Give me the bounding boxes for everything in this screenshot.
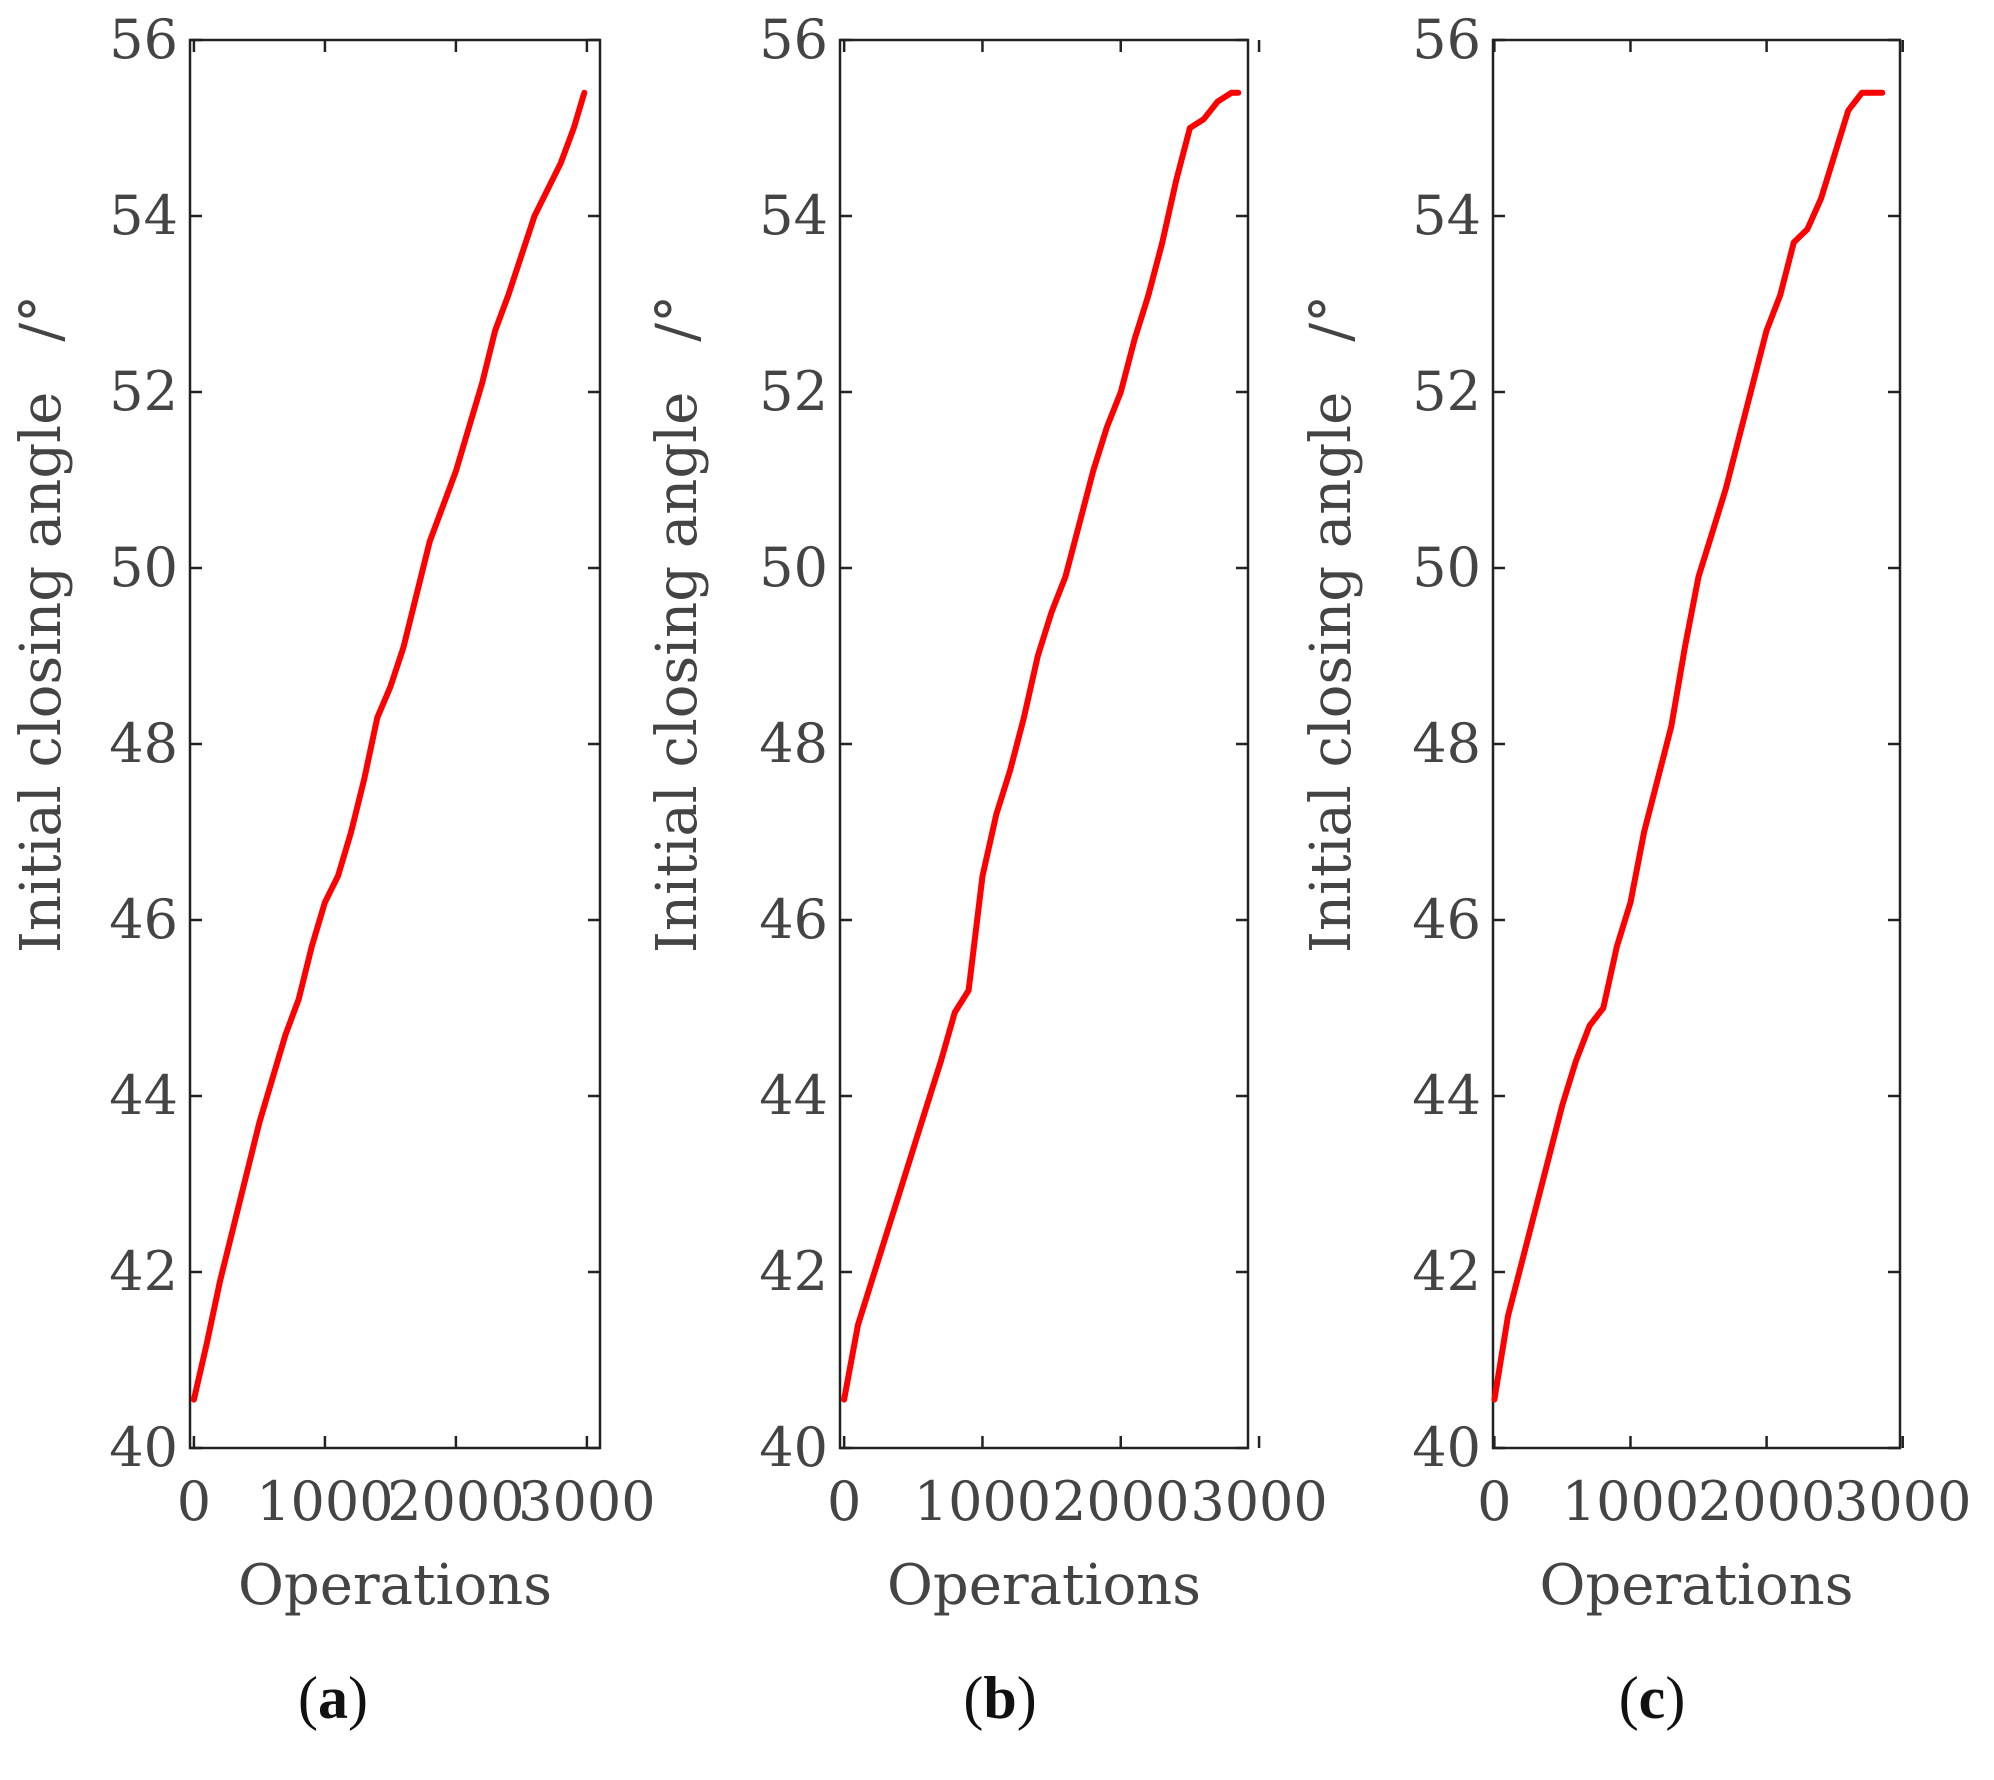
x-axis-label: Operations — [238, 1553, 552, 1618]
panel-label: (a) — [298, 1665, 368, 1731]
x-tick-label: 2000 — [1698, 1470, 1835, 1533]
y-tick-label: 46 — [109, 888, 178, 951]
series-line — [841, 89, 1242, 1403]
y-tick-label: 52 — [1412, 360, 1481, 423]
series-line — [190, 89, 588, 1403]
y-tick-label: 40 — [1412, 1416, 1481, 1479]
x-axis-label: Operations — [1540, 1553, 1854, 1618]
y-axis-label-unit: /° — [1299, 295, 1364, 342]
y-tick-label: 44 — [1412, 1064, 1481, 1127]
y-tick-label: 48 — [759, 712, 828, 775]
y-tick-label: 46 — [1412, 888, 1481, 951]
plot-frame — [188, 38, 602, 1450]
y-tick-label: 50 — [759, 536, 828, 599]
y-tick-label: 56 — [759, 8, 828, 71]
x-tick-label: 3000 — [1834, 1470, 1971, 1533]
y-axis-label-unit: /° — [645, 295, 710, 342]
y-tick-label: 48 — [1412, 712, 1481, 775]
y-axis-label-text: Initial closing angle — [1299, 392, 1364, 953]
y-axis-label: Initial closing angle /° — [9, 295, 74, 953]
x-tick-label: 3000 — [1190, 1470, 1327, 1533]
y-tick-label: 50 — [1412, 536, 1481, 599]
y-axis-label-text: Initial closing angle — [645, 392, 710, 953]
y-axis-label-unit: /° — [9, 295, 74, 342]
x-tick-label: 0 — [1477, 1470, 1511, 1533]
y-tick-label: 52 — [109, 360, 178, 423]
y-tick-label: 42 — [759, 1240, 828, 1303]
y-tick-label: 40 — [759, 1416, 828, 1479]
y-axis-label: Initial closing angle /° — [645, 295, 710, 953]
x-tick-label: 1000 — [914, 1470, 1051, 1533]
y-tick-label: 44 — [759, 1064, 828, 1127]
panel-label: (b) — [963, 1665, 1036, 1731]
y-tick-label: 54 — [1412, 184, 1481, 247]
y-tick-label: 40 — [109, 1416, 178, 1479]
y-tick-label: 42 — [109, 1240, 178, 1303]
y-tick-label: 46 — [759, 888, 828, 951]
y-tick-label: 56 — [1412, 8, 1481, 71]
x-tick-label: 1000 — [256, 1470, 393, 1533]
y-tick-label: 50 — [109, 536, 178, 599]
y-tick-label: 44 — [109, 1064, 178, 1127]
plot-frame — [1491, 38, 1902, 1450]
x-tick-label: 1000 — [1562, 1470, 1699, 1533]
panel-b: 40 42 44 46 48 50 52 54 56 0 1000 2000 3000 Operation… — [645, 8, 1328, 1731]
y-tick-label: 52 — [759, 360, 828, 423]
x-tick-label: 2000 — [1052, 1470, 1189, 1533]
x-tick-label: 3000 — [518, 1470, 655, 1533]
panel-label: (c) — [1619, 1665, 1686, 1731]
y-tick-label: 56 — [109, 8, 178, 71]
y-tick-label: 54 — [109, 184, 178, 247]
x-axis-label: Operations — [887, 1553, 1201, 1618]
y-tick-label: 42 — [1412, 1240, 1481, 1303]
x-tick-label: 2000 — [387, 1470, 524, 1533]
series-line — [1491, 89, 1886, 1403]
y-tick-label: 48 — [109, 712, 178, 775]
x-tick-label: 0 — [827, 1470, 861, 1533]
y-axis-label-text: Initial closing angle — [9, 392, 74, 953]
plot-frame — [838, 38, 1250, 1450]
y-tick-label: 54 — [759, 184, 828, 247]
y-axis-label: Initial closing angle /° — [1299, 295, 1364, 953]
x-tick-label: 0 — [177, 1470, 211, 1533]
